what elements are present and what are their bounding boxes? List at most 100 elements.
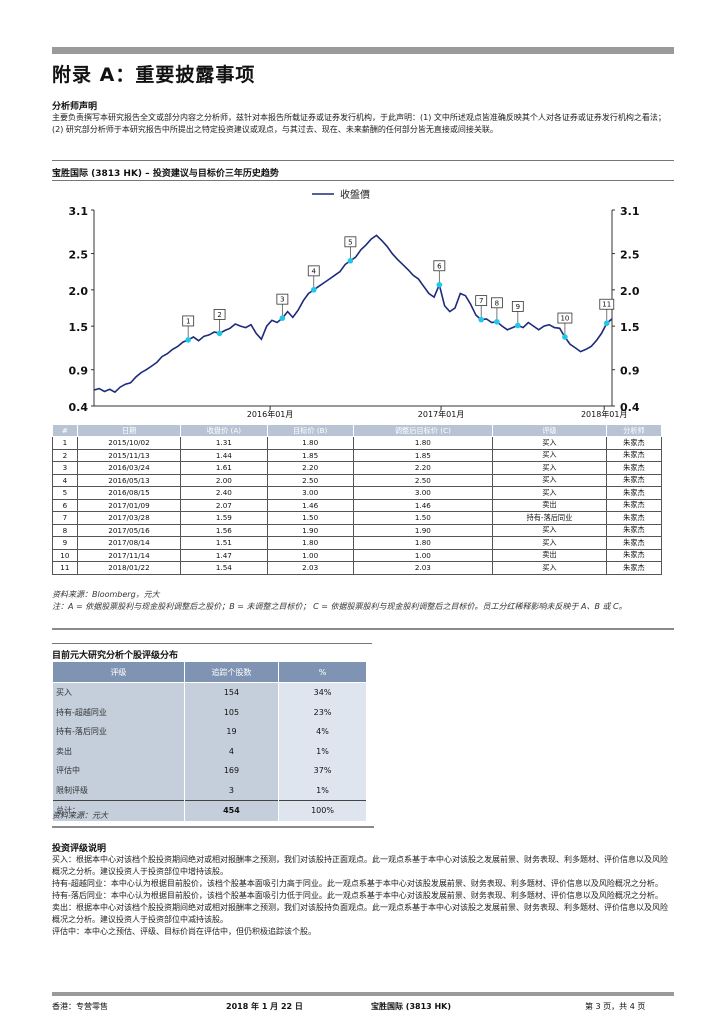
table-cell: 1.46 <box>266 498 354 512</box>
table-cell: 5 <box>52 486 78 500</box>
table-cell: 8 <box>52 523 78 537</box>
marker-label: 7 <box>479 297 483 305</box>
table-cell: 1 <box>52 436 78 450</box>
y-tick-label-left: 2.0 <box>69 285 89 298</box>
dist-total-row: 总计： 454 100% <box>52 800 367 821</box>
table-cell: 1.90 <box>266 523 354 537</box>
table-cell: 1.50 <box>352 511 493 525</box>
table-cell: 朱家杰 <box>605 436 663 450</box>
marker-dot <box>216 330 223 337</box>
dist-header-cell: % <box>278 661 367 683</box>
table-cell: 3.00 <box>266 486 354 500</box>
table-cell: 1.31 <box>180 436 268 450</box>
table-cell: 1.80 <box>266 436 354 450</box>
dist-cell: 169 <box>183 761 280 781</box>
marker-box <box>557 312 573 324</box>
marker-label: 1 <box>186 317 190 325</box>
table-cell: 2016/03/24 <box>76 461 182 475</box>
top-bar <box>52 47 674 54</box>
rating-definition-line: 持有-落后同业：本中心认为根据目前股价，该档个股基本面吸引力低于同业。此一观点系… <box>52 891 663 900</box>
table-cell: 1.51 <box>180 536 268 550</box>
dist-cell: 持有-落后同业 <box>52 722 185 742</box>
table-cell: 7 <box>52 511 78 525</box>
dist-cell: 34% <box>278 682 367 703</box>
table-row: 10 2017/11/14 1.47 1.00 1.00 卖出 朱家杰 <box>52 548 663 562</box>
y-tick-label-left: 2.5 <box>69 249 89 262</box>
table-cell: 买入 <box>491 523 607 537</box>
marker-dot <box>310 287 317 293</box>
marker-box <box>433 260 446 272</box>
table-cell: 2.50 <box>352 473 493 487</box>
marker-label: 5 <box>348 238 352 246</box>
table-cell: 卖出 <box>491 498 607 512</box>
table-cell: 卖出 <box>491 548 607 562</box>
table-row: 4 2016/05/13 2.00 2.50 2.50 买入 朱家杰 <box>52 473 663 487</box>
dist-cell: 37% <box>278 761 367 781</box>
table-cell: 2.40 <box>180 486 268 500</box>
table-cell: 1.44 <box>180 448 268 462</box>
table-cell: 1.59 <box>180 511 268 525</box>
y-tick-label-right: 0.9 <box>620 365 640 378</box>
dist-cell: 评估中 <box>52 761 185 781</box>
marker-label: 11 <box>602 301 611 309</box>
table-cell: 2.03 <box>352 561 493 575</box>
table-row: 8 2017/05/16 1.56 1.90 1.90 买入 朱家杰 <box>52 523 663 537</box>
y-tick-label-right: 1.5 <box>620 321 640 334</box>
price-line <box>93 234 613 394</box>
table-cell: 买入 <box>491 536 607 550</box>
dist-cell: 限制评级 <box>52 780 185 801</box>
x-tick-label: 2016年01月 <box>247 409 294 419</box>
marker-box <box>307 265 320 277</box>
table-cell: 1.46 <box>352 498 493 512</box>
table-cell: 1.85 <box>266 448 354 462</box>
marker-label: 3 <box>280 296 284 304</box>
table-cell: 1.47 <box>180 548 268 562</box>
price-chart: 收盤價 0.4 0.4 0.9 0.9 1.5 1.5 2.0 2.0 2.5 2.5 3.1 3.1 2… <box>69 188 640 419</box>
table-cell: 3.00 <box>352 486 493 500</box>
table-cell: 1.85 <box>352 448 493 462</box>
rating-definition-line: 持有-超越同业：本中心认为根据目前股价，该档个股基本面吸引力高于同业。此一观点系… <box>52 879 663 888</box>
table-cell: 2.20 <box>266 461 354 475</box>
table-cell: 2017/01/09 <box>76 498 182 512</box>
table-row: 3 2016/03/24 1.61 2.20 2.20 买入 朱家杰 <box>52 461 663 475</box>
marker-dot <box>515 322 521 329</box>
dist-cell: 1% <box>278 741 367 761</box>
table-cell: 买入 <box>491 448 607 462</box>
table-cell: 朱家杰 <box>605 473 663 487</box>
table-cell: 2017/03/28 <box>76 511 182 525</box>
marker-label: 10 <box>560 315 569 323</box>
rating-definitions: 买入：根据本中心对该档个股投资期间绝对或相对报酬率之预测，我们对该股持正面观点。… <box>52 854 674 938</box>
dist-cell: 3 <box>183 780 280 801</box>
table-cell: 2.07 <box>180 498 268 512</box>
marker-box <box>276 293 289 305</box>
marker-box <box>344 236 357 248</box>
divider <box>52 628 674 630</box>
marker-box <box>490 297 503 309</box>
table-cell: 2.20 <box>352 461 493 475</box>
dist-cell: 买入 <box>52 682 185 703</box>
dist-row: 限制评级 3 1% <box>52 780 367 801</box>
table-cell: 2015/10/02 <box>76 436 182 450</box>
table-cell: 买入 <box>491 486 607 500</box>
table-row: 1 2015/10/02 1.31 1.80 1.80 买入 朱家杰 <box>52 436 663 450</box>
y-tick-label-left: 0.4 <box>69 401 89 414</box>
y-tick-label-left: 1.5 <box>69 321 89 334</box>
table-cell: 2 <box>52 448 78 462</box>
dist-cell: 154 <box>183 682 280 703</box>
dist-row: 持有-落后同业 19 4% <box>52 722 367 742</box>
dist-cell: 23% <box>278 702 367 722</box>
marker-dot <box>494 318 500 325</box>
dist-header-cell: 追踪个股数 <box>183 661 280 683</box>
y-tick-label-right: 2.5 <box>620 249 640 262</box>
table-header-cell: 目标价 (B) <box>266 424 354 437</box>
divider <box>52 643 372 644</box>
dist-cell: 100% <box>278 800 367 821</box>
y-tick-label-right: 0.4 <box>620 401 640 414</box>
table-row: 11 2018/01/22 1.54 2.03 2.03 买入 朱家杰 <box>52 561 663 575</box>
rating-definition-heading: 投资评级说明 <box>52 844 107 854</box>
marker-dot <box>562 334 568 340</box>
table-cell: 4 <box>52 473 78 487</box>
dist-row: 买入 154 34% <box>52 682 367 703</box>
analyst-statement: 主要负责撰写本研究报告全文或部分内容之分析师，兹针对本报告所载证券或证券发行机构… <box>52 113 666 134</box>
recommendation-table: # 日期 收盘价 (A) 目标价 (B) 调整后目标价 (C) 评级 分析师 1 2015/1… <box>52 424 663 575</box>
